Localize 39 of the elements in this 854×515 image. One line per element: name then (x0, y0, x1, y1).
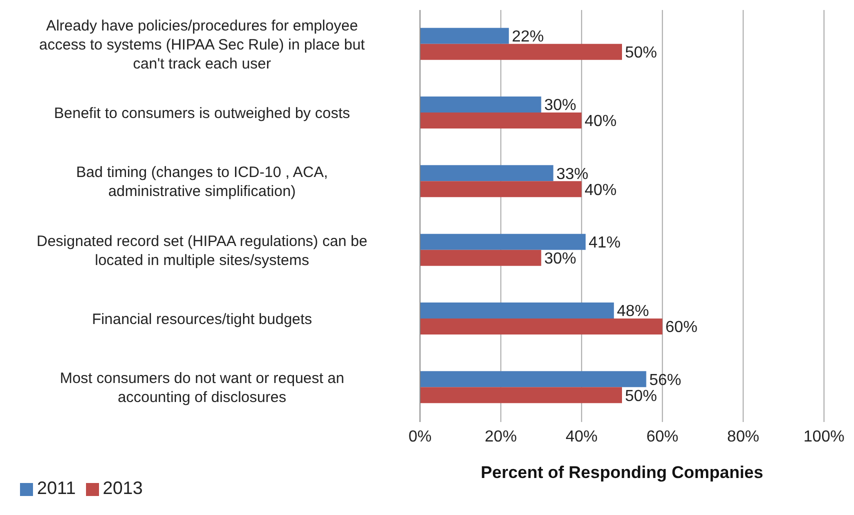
bar (420, 112, 582, 129)
data-label: 33% (556, 166, 588, 183)
bar (420, 44, 622, 60)
y-tick-label: Benefit to consumers is outweighed by costs (54, 104, 350, 122)
x-tick-label: 80% (727, 428, 760, 446)
data-label: 40% (584, 182, 617, 199)
bar (420, 96, 542, 113)
bar (420, 28, 509, 44)
data-label: 56% (649, 372, 682, 389)
x-tick-label: 100% (804, 428, 844, 446)
y-tick-label: Already have policies/procedures for employee access to systems (HIPAA Sec Rule) in place but can't track each user (39, 16, 366, 72)
bar (420, 181, 582, 198)
y-tick-label: Designated record set (HIPAA regulations) can be located in multiple sites/systems (36, 232, 368, 268)
bar (420, 302, 614, 319)
bar (420, 387, 622, 404)
data-label: 30% (544, 97, 576, 114)
data-label: 50% (625, 388, 658, 405)
y-tick-label: Bad timing (changes to ICD-10 , ACA, administrative simplification) (76, 164, 328, 200)
data-label: 50% (625, 44, 658, 62)
y-tick-label: Most consumers do not want or request an accounting of disclosures (60, 370, 344, 406)
x-tick-label: 20% (484, 428, 517, 446)
data-label: 30% (544, 250, 576, 268)
bar (420, 165, 554, 182)
bar (420, 234, 586, 250)
bar (420, 250, 542, 266)
data-label: 41% (588, 234, 621, 252)
x-tick-label: 60% (646, 428, 678, 446)
x-axis-title: Percent of Responding Companies (480, 463, 764, 482)
data-label: 40% (584, 113, 617, 130)
legend-label: 2013 (102, 478, 143, 498)
bar (420, 371, 646, 388)
data-label: 48% (616, 303, 649, 320)
legend-label: 2011 (37, 478, 76, 498)
y-tick-label: Financial resources/tight budgets (92, 310, 312, 328)
x-tick-label: 40% (566, 428, 598, 446)
bar (420, 318, 662, 335)
data-label: 60% (665, 319, 698, 336)
x-tick-label: 0% (408, 428, 432, 446)
data-label: 22% (512, 28, 544, 46)
